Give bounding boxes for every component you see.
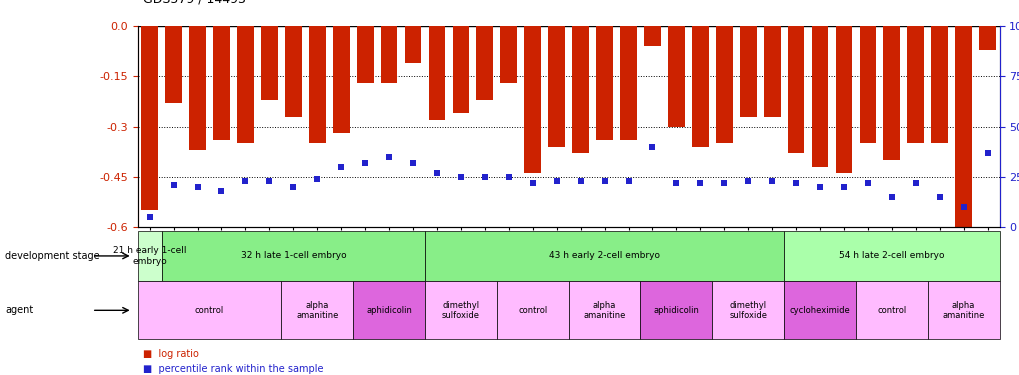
Bar bbox=[428, 26, 445, 120]
Bar bbox=[236, 26, 254, 143]
Bar bbox=[405, 26, 421, 63]
Text: GDS579 / 14493: GDS579 / 14493 bbox=[143, 0, 246, 6]
Bar bbox=[261, 26, 277, 100]
Bar bbox=[332, 26, 350, 133]
Bar bbox=[500, 26, 517, 83]
Bar bbox=[572, 26, 588, 153]
Bar bbox=[380, 26, 397, 83]
Text: dimethyl
sulfoxide: dimethyl sulfoxide bbox=[441, 301, 480, 320]
Text: control: control bbox=[195, 306, 224, 315]
Bar bbox=[787, 26, 804, 153]
Bar bbox=[691, 26, 708, 147]
Bar bbox=[213, 26, 229, 140]
Bar bbox=[620, 26, 636, 140]
Text: 43 h early 2-cell embryo: 43 h early 2-cell embryo bbox=[548, 251, 659, 260]
Bar bbox=[548, 26, 565, 147]
Bar bbox=[524, 26, 541, 173]
Text: 21 h early 1-cell
embryо: 21 h early 1-cell embryо bbox=[113, 246, 186, 266]
Bar bbox=[309, 26, 325, 143]
Bar bbox=[882, 26, 900, 160]
Text: dimethyl
sulfoxide: dimethyl sulfoxide bbox=[729, 301, 766, 320]
Bar bbox=[811, 26, 827, 166]
Bar bbox=[715, 26, 732, 143]
Text: ■  percentile rank within the sample: ■ percentile rank within the sample bbox=[143, 364, 323, 374]
Bar bbox=[142, 26, 158, 210]
Bar bbox=[452, 26, 469, 113]
Bar bbox=[978, 26, 995, 50]
Bar bbox=[907, 26, 923, 143]
Text: cycloheximide: cycloheximide bbox=[789, 306, 850, 315]
Bar bbox=[859, 26, 875, 143]
Text: aphidicolin: aphidicolin bbox=[653, 306, 699, 315]
Bar bbox=[189, 26, 206, 150]
Bar bbox=[930, 26, 948, 143]
Text: alpha
amanitine: alpha amanitine bbox=[296, 301, 338, 320]
Text: 32 h late 1-cell embryo: 32 h late 1-cell embryo bbox=[240, 251, 345, 260]
Text: aphidicolin: aphidicolin bbox=[366, 306, 412, 315]
Text: control: control bbox=[876, 306, 906, 315]
Bar bbox=[763, 26, 780, 117]
Text: 54 h late 2-cell embryo: 54 h late 2-cell embryo bbox=[839, 251, 944, 260]
Text: agent: agent bbox=[5, 305, 34, 315]
Bar bbox=[284, 26, 302, 117]
Bar bbox=[643, 26, 660, 46]
Bar bbox=[739, 26, 756, 117]
Bar bbox=[955, 26, 971, 227]
Text: control: control bbox=[518, 306, 547, 315]
Bar bbox=[357, 26, 373, 83]
Bar bbox=[835, 26, 852, 173]
Bar bbox=[667, 26, 684, 127]
Bar bbox=[476, 26, 493, 100]
Text: alpha
amanitine: alpha amanitine bbox=[583, 301, 625, 320]
Bar bbox=[595, 26, 612, 140]
Text: ■  log ratio: ■ log ratio bbox=[143, 349, 199, 359]
Text: development stage: development stage bbox=[5, 251, 100, 261]
Text: alpha
amanitine: alpha amanitine bbox=[942, 301, 984, 320]
Bar bbox=[165, 26, 181, 103]
